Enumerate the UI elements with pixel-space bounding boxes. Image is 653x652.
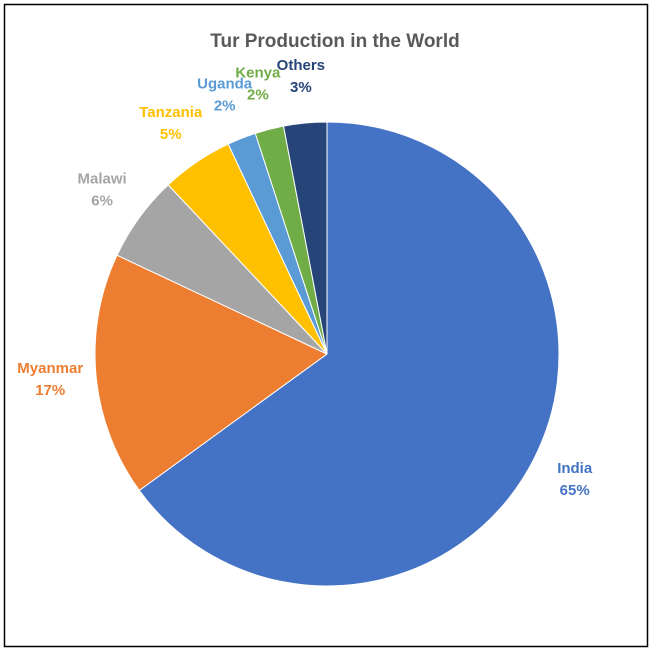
slice-label: Uganda xyxy=(197,75,253,92)
slice-value-label: 6% xyxy=(91,193,113,210)
chart-title: Tur Production in the World xyxy=(210,31,459,52)
slice-value-label: 65% xyxy=(560,482,590,499)
pie-slice xyxy=(94,254,328,492)
pie-slice xyxy=(138,121,560,587)
pie-slice xyxy=(282,121,328,355)
slice-label: Myanmar xyxy=(17,360,83,377)
slice-label: India xyxy=(557,460,593,477)
slice-value-label: 2% xyxy=(214,97,236,114)
slice-label: Tanzania xyxy=(139,104,203,121)
slice-value-label: 17% xyxy=(35,382,65,399)
slice-label: Kenya xyxy=(235,65,281,82)
slice-value-label: 2% xyxy=(247,87,269,104)
slice-label: Malawi xyxy=(77,171,126,188)
slice-value-label: 5% xyxy=(160,126,182,143)
slice-value-label: 3% xyxy=(290,79,312,96)
slice-label: Others xyxy=(277,57,325,74)
